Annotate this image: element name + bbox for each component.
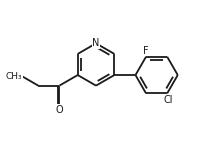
Text: O: O xyxy=(56,105,63,115)
Text: CH₃: CH₃ xyxy=(5,72,22,81)
Text: Cl: Cl xyxy=(163,95,173,104)
Text: N: N xyxy=(92,38,100,48)
Text: F: F xyxy=(143,46,148,56)
